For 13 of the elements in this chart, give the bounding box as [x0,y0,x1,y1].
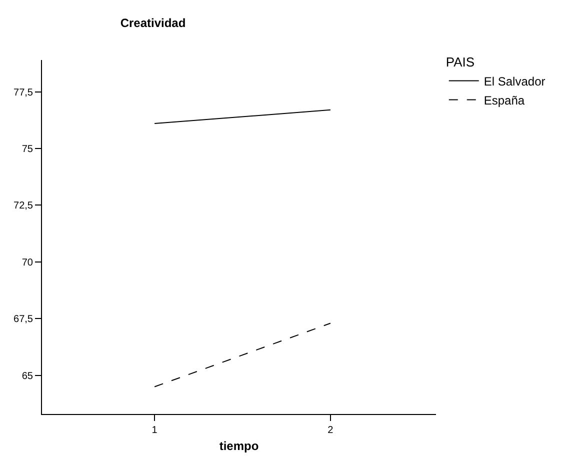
y-tick-label: 67,5 [14,314,34,326]
x-tick-label: 2 [328,425,334,436]
legend-label: El Salvador [484,74,546,88]
y-tick-label: 70 [22,257,34,268]
y-tick-label: 65 [22,370,34,382]
legend-title: PAIS [446,54,475,70]
y-tick-label: 77,5 [14,87,34,98]
x-axis-title: tiempo [219,438,259,453]
x-tick-label: 1 [152,425,158,436]
chart-title: Creatividad [120,16,186,30]
y-tick-label: 75 [22,144,34,155]
legend-label: España [484,93,525,108]
y-tick-label: 72,5 [14,200,34,212]
